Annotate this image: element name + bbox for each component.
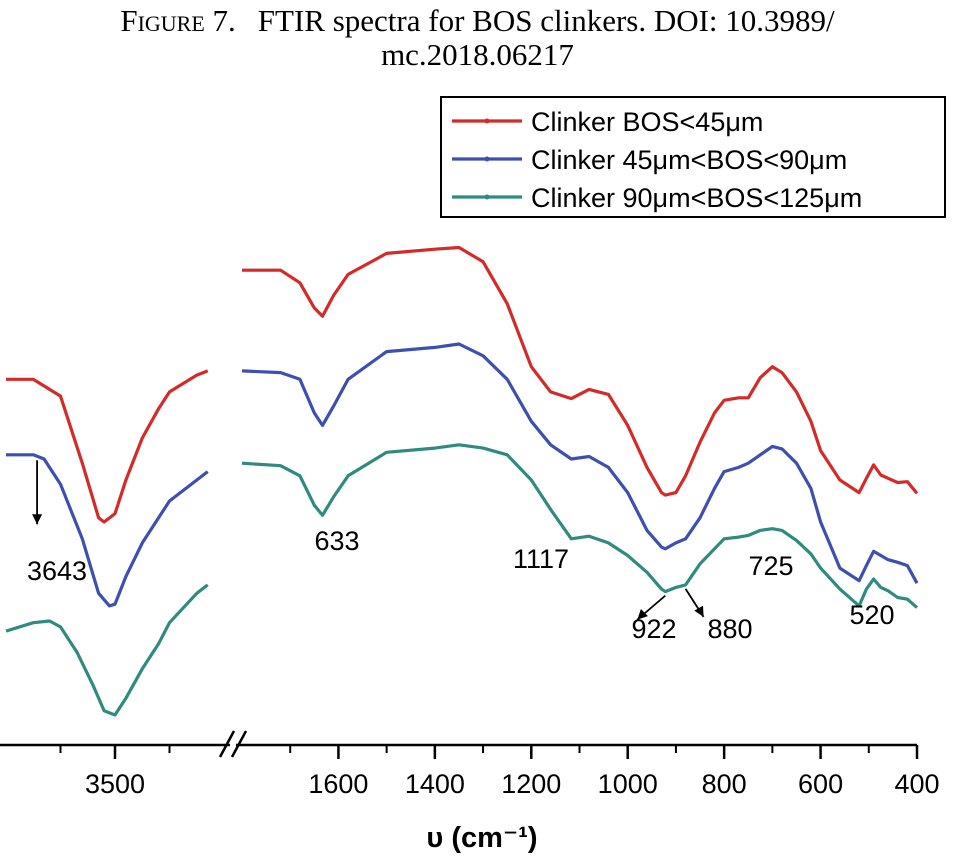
tick-label-800: 800: [702, 769, 747, 799]
caption-text-2: mc.2018.06217: [381, 37, 574, 72]
annotation-520: 520: [849, 600, 894, 630]
series-line-2-part-2: [241, 342, 919, 584]
tick-label-1400: 1400: [405, 769, 465, 799]
legend-marker-3: [484, 194, 490, 200]
spectra-curves: [5, 245, 919, 717]
tick-label-400: 400: [894, 769, 939, 799]
tick-label-1200: 1200: [501, 769, 561, 799]
annotation-725: 725: [748, 551, 793, 581]
legend-label-2: Clinker 45μm<BOS<90μm: [531, 145, 847, 175]
legend: Clinker BOS<45μm Clinker 45μm<BOS<90μm Cli…: [440, 96, 946, 218]
figure-label: Figure 7.: [120, 3, 236, 38]
series-line-1-part-1: [6, 369, 209, 524]
annotation-1117: 1117: [513, 544, 569, 574]
caption-line-1: Figure 7. FTIR spectra for BOS clinkers. …: [0, 4, 955, 38]
annotation-633: 633: [314, 526, 359, 556]
legend-marker-1: [484, 118, 490, 124]
x-axis-title: υ (cm⁻¹): [426, 822, 537, 854]
caption-text-1: FTIR spectra for BOS clinkers. DOI: 10.3…: [257, 3, 835, 38]
tick-label-600: 600: [798, 769, 843, 799]
annotation-arrowhead-3643: [32, 514, 43, 525]
legend-box: [440, 96, 946, 218]
tick-label-3500: 3500: [85, 769, 145, 799]
axis-break-mark-2: [230, 730, 248, 758]
annotation-arrowhead-922: [637, 609, 648, 620]
x-axis: 3500 1600 1400 1200 1000 800 600 400: [0, 730, 940, 799]
annotation-arrowhead-880: [694, 605, 704, 617]
annotation-3643: 3643: [27, 556, 87, 586]
series-line-2-part-1: [6, 453, 209, 608]
legend-marker-2: [484, 156, 490, 162]
figure-caption: Figure 7. FTIR spectra for BOS clinkers. …: [0, 4, 955, 72]
series-line-3-part-1: [5, 583, 209, 717]
annotation-880: 880: [707, 614, 752, 644]
series-line-1-part-2: [242, 245, 919, 497]
tick-label-1600: 1600: [308, 769, 368, 799]
series-line-3-part-2: [241, 443, 919, 609]
tick-label-1000: 1000: [598, 769, 658, 799]
legend-label-1: Clinker BOS<45μm: [531, 107, 763, 137]
axis-break-mark-1: [218, 730, 236, 758]
legend-label-3: Clinker 90μm<BOS<125μm: [531, 183, 862, 213]
